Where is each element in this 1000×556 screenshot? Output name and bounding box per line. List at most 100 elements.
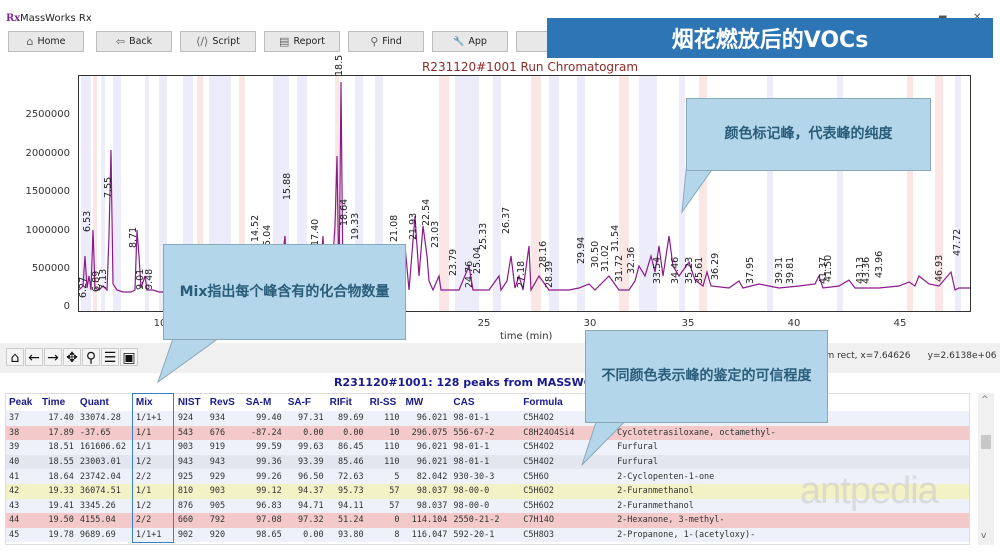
cell-peak: 40 <box>9 457 20 468</box>
cell-nist: 902 <box>177 530 194 541</box>
home-icon[interactable]: ⌂ <box>6 348 24 366</box>
zoom-icon[interactable]: ⚲ <box>82 348 100 366</box>
cell-ri-ss: 57 <box>389 500 400 511</box>
col-header-peak[interactable]: Peak <box>6 394 39 411</box>
peak-label: 31.54 <box>610 224 621 252</box>
cell-cas: 98-01-1 <box>453 457 490 468</box>
configure-icon[interactable]: ☰ <box>101 348 119 366</box>
find-button[interactable]: ⚲ Find <box>348 31 424 52</box>
cell-ri-ss: 110 <box>384 413 400 424</box>
forward-arrow-icon[interactable]: → <box>44 348 62 366</box>
col-header-sa-m[interactable]: SA-M <box>242 394 285 411</box>
slide-banner: 烟花燃放后的VOCs <box>547 18 993 58</box>
cell-revs: 929 <box>209 471 226 482</box>
script-button[interactable]: ⟨/⟩ Script <box>180 31 256 52</box>
col-header-mw[interactable]: MW <box>402 394 451 411</box>
cell-mix: 1/1+1 <box>135 530 162 541</box>
table-row[interactable]: 45 19.78 9689.69 1/1+1 902 920 98.65 0.00 93.80 8… <box>6 527 969 543</box>
cell-revs: 903 <box>209 486 226 497</box>
cell-cas: 98-00-0 <box>453 500 490 511</box>
y-tick: 2500000 <box>25 109 70 120</box>
cell-revs: 676 <box>209 427 226 438</box>
table-row[interactable]: 42 19.33 36074.51 1/1 810 903 99.12 94.37 95.73 5… <box>6 483 969 499</box>
col-header-sa-f[interactable]: SA-F <box>284 394 327 411</box>
cell-time: 17.89 <box>48 427 74 438</box>
x-tick: 10 <box>153 318 167 329</box>
cell-mix: 1/2 <box>135 457 152 468</box>
app-button[interactable]: 🔧 App <box>432 31 508 52</box>
cell-nist: 943 <box>177 457 194 468</box>
cell-formula: C8H24O4Si4 <box>523 427 575 438</box>
cell-name: Furfural <box>617 457 659 468</box>
report-button[interactable]: ▤ Report <box>264 31 340 52</box>
col-header-mix[interactable]: Mix <box>132 394 175 411</box>
peak-label: 36.29 <box>710 252 721 280</box>
back-button[interactable]: ⇦ Back <box>96 31 172 52</box>
peak-label: 18.64 <box>339 198 350 226</box>
peak-label: 43.96 <box>874 250 885 278</box>
back-arrow-icon[interactable]: ← <box>25 348 43 366</box>
cell-rifit: 0.00 <box>343 427 364 438</box>
table-row[interactable]: 43 19.41 3345.26 1/2 876 905 96.83 94.71 94.11 57… <box>6 498 969 514</box>
cell-sa-m: 98.65 <box>256 530 282 541</box>
col-header-quant[interactable]: Quant <box>76 394 133 411</box>
peak-label: 27.18 <box>516 260 527 288</box>
minimize-icon[interactable]: ▬ <box>938 12 947 23</box>
close-icon[interactable]: ✕ <box>973 12 981 23</box>
peak-table-title: R231120#1001: 128 peaks from MASSWORK- <box>334 376 614 389</box>
col-header-revs[interactable]: RevS <box>206 394 243 411</box>
save-icon[interactable]: ▣ <box>120 348 138 366</box>
col-header-time[interactable]: Time <box>38 394 77 411</box>
cell-rifit: 86.45 <box>337 442 364 453</box>
peak-label: 23.03 <box>430 220 441 248</box>
cell-cas: 98-00-0 <box>453 486 490 497</box>
scroll-up-icon[interactable]: ^ <box>981 395 989 405</box>
table-scrollbar[interactable]: ^ v <box>978 393 994 545</box>
table-row[interactable]: 40 18.55 23003.01 1/2 943 943 99.36 93.39 85.46 1… <box>6 454 969 470</box>
y-tick: 0 <box>63 301 70 312</box>
cell-time: 19.33 <box>48 486 74 497</box>
y-tick: 2000000 <box>25 148 70 159</box>
cell-mix: 1/1+1 <box>135 413 162 424</box>
peak-label: 9.48 <box>144 268 155 290</box>
col-header-cas[interactable]: CAS <box>450 394 521 411</box>
chart-title: R231120#1001 Run Chromatogram <box>421 60 639 74</box>
cell-nist: 924 <box>177 413 194 424</box>
script-icon: ⟨/⟩ <box>196 35 209 48</box>
cell-rifit: 93.80 <box>337 530 364 541</box>
cell-rifit: 95.73 <box>337 486 364 497</box>
coords-y: y=2.6138e+06 <box>927 351 997 361</box>
table-row[interactable]: 41 18.64 23742.04 2/2 925 929 99.26 96.50 72.63 5… <box>6 469 969 484</box>
peak-label: 28.39 <box>544 260 555 288</box>
col-header-nist[interactable]: NIST <box>174 394 207 411</box>
cell-formula: C5H8O3 <box>523 530 555 541</box>
peak-label: 21.08 <box>389 214 400 242</box>
cell-quant: 161606.62 <box>79 442 126 453</box>
cell-nist: 925 <box>177 471 194 482</box>
cell-name: 2-Furanmethanol <box>617 486 694 497</box>
pan-icon[interactable]: ✥ <box>63 348 81 366</box>
scrollbar-thumb[interactable] <box>981 435 991 449</box>
plot-nav-toolbar: ⌂ ← → ✥ ⚲ ☰ ▣ <box>6 348 138 366</box>
cell-cas: 98-01-1 <box>453 413 490 424</box>
peak-label: 25.04 <box>472 246 483 274</box>
peak-label: 37.95 <box>745 256 756 284</box>
peak-label: 26.37 <box>501 206 512 234</box>
table-row[interactable]: 39 18.51 161606.62 1/1 903 919 99.59 99.63 86.45… <box>6 440 969 455</box>
cell-sa-f: 94.37 <box>298 486 324 497</box>
col-header-rifit[interactable]: RIFit <box>326 394 367 411</box>
col-header-ri-ss[interactable]: RI-SS <box>366 394 403 411</box>
table-row[interactable]: 38 17.89 -37.65 1/1 543 676 -87.24 0.00 0.00 10 29… <box>6 425 969 441</box>
cell-sa-m: 96.83 <box>256 500 282 511</box>
cell-revs: 934 <box>209 413 226 424</box>
cell-quant: 33074.28 <box>79 413 121 424</box>
y-tick: 500000 <box>31 263 70 274</box>
cell-name: Furfural <box>617 442 659 453</box>
cell-sa-f: 97.31 <box>298 413 324 424</box>
peak-label: 46.93 <box>934 254 945 282</box>
callout-confidence: 不同颜色表示峰的鉴定的可信程度 <box>585 330 828 423</box>
scroll-down-icon[interactable]: v <box>981 531 987 541</box>
home-button[interactable]: ⌂ Home <box>8 31 84 52</box>
table-row[interactable]: 44 19.50 4155.04 2/2 660 792 97.08 97.32 51.24 0 1… <box>6 513 969 528</box>
peak-label: 31.72 <box>614 254 625 282</box>
